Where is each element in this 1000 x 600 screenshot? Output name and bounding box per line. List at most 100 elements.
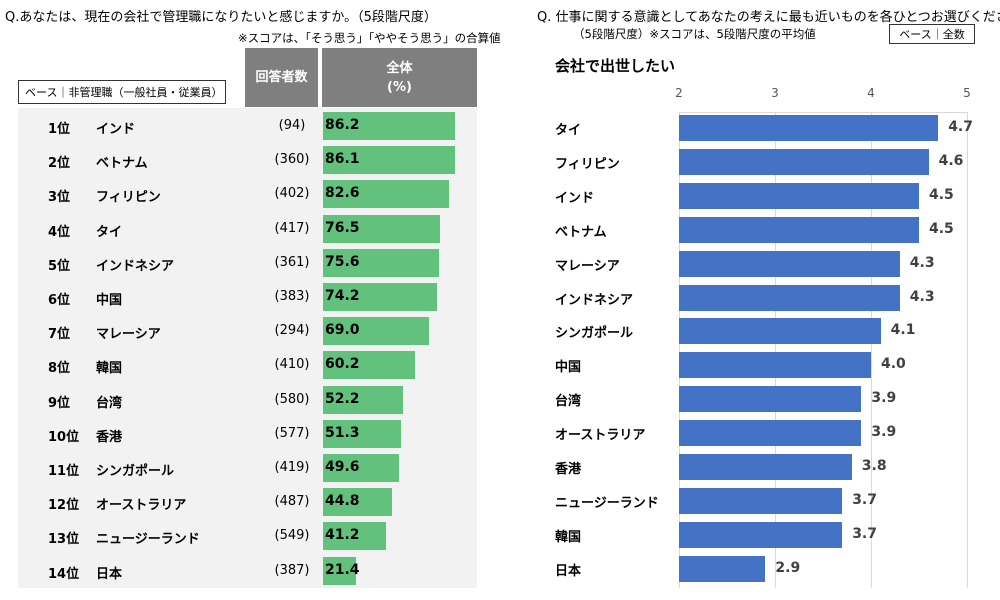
category-label: フィリピン — [555, 156, 620, 172]
bar — [323, 351, 416, 380]
table-row: 7位 マレーシア (294) 69.0 — [18, 314, 477, 348]
table-row: 8位 韓国 (410) 60.2 — [18, 348, 477, 382]
table-row: 11位 シンガポール (419) 49.6 — [18, 451, 477, 485]
respondent-count: (417) — [274, 220, 310, 236]
bar — [323, 214, 441, 243]
bar — [323, 248, 439, 277]
left-question: Q.あなたは、現在の会社で管理職になりたいと感じますか。（5段階尺度） — [5, 10, 437, 25]
country-label: シンガポール — [96, 464, 175, 479]
category-label: オーストラリア — [555, 428, 646, 444]
category-label: 香港 — [555, 462, 582, 477]
gridline — [775, 112, 776, 588]
data-label: 60.2 — [325, 356, 360, 373]
data-label: 44.8 — [325, 493, 360, 510]
respondent-count: (410) — [274, 357, 310, 373]
rank-label: 2位 — [48, 156, 71, 172]
data-label: 41.2 — [325, 527, 360, 544]
table-row: 5位 インドネシア (361) 75.6 — [18, 246, 477, 280]
right-base-label: ベース｜全数 — [889, 24, 975, 44]
x-tick-label: 2 — [675, 86, 683, 100]
bar — [679, 250, 900, 277]
category-label: ニュージーランド — [555, 495, 659, 511]
right-note: （5段階尺度）※スコアは、5段階尺度の平均値 — [573, 27, 816, 41]
category-label: シンガポール — [555, 326, 634, 342]
data-label: 3.9 — [871, 424, 897, 441]
bar — [679, 182, 919, 209]
x-tick-label: 3 — [771, 86, 779, 100]
respondent-count: (360) — [274, 152, 310, 168]
rank-label: 3位 — [48, 190, 71, 206]
table-row: 10位 香港 (577) 51.3 — [18, 417, 477, 451]
chart-subtitle: 会社で出世したい — [555, 57, 676, 75]
rank-label: 11位 — [48, 464, 80, 479]
respondent-count: (549) — [274, 528, 310, 544]
bar — [323, 556, 356, 585]
country-label: オーストラリア — [96, 498, 187, 514]
data-label: 4.5 — [929, 220, 954, 237]
gridline — [871, 112, 872, 588]
left-note: ※スコアは、「そう思う」「ややそう思う」の合算値 — [238, 31, 501, 45]
rank-label: 1位 — [48, 122, 71, 137]
table-row: 2位 ベトナム (360) 86.1 — [18, 143, 477, 177]
bar — [679, 352, 871, 379]
country-label: 台湾 — [96, 395, 123, 411]
table-row: 6位 中国 (383) 74.2 — [18, 280, 477, 314]
data-label: 75.6 — [325, 253, 360, 270]
base-label: ベース｜非管理職（一般社員・従業員） — [18, 80, 226, 104]
rank-label: 4位 — [48, 224, 71, 240]
country-label: タイ — [96, 224, 123, 240]
x-tick-label: 5 — [963, 86, 971, 100]
table-row: 3位 フィリピン (402) 82.6 — [18, 177, 477, 211]
data-label: 86.1 — [325, 151, 360, 168]
respondent-count: (361) — [274, 254, 310, 270]
table-row: 9位 台湾 (580) 52.2 — [18, 383, 477, 417]
table-row: 4位 タイ (417) 76.5 — [18, 212, 477, 246]
x-tick-label: 4 — [867, 86, 875, 100]
country-label: インド — [96, 122, 136, 137]
bar — [679, 284, 900, 311]
bar — [679, 115, 939, 141]
respondent-count: (387) — [274, 562, 310, 578]
country-label: マレーシア — [96, 327, 161, 343]
respondent-count: (419) — [274, 460, 310, 475]
rank-label: 13位 — [48, 532, 80, 548]
bar — [679, 148, 929, 175]
country-label: 韓国 — [96, 361, 123, 377]
category-label: ベトナム — [555, 224, 607, 240]
bar — [323, 317, 429, 346]
gridline — [967, 112, 968, 588]
header-total: 全体 (%) — [322, 48, 477, 107]
bar — [679, 521, 843, 548]
bar — [323, 522, 387, 551]
category-label: マレーシア — [555, 258, 620, 274]
data-label: 3.9 — [871, 390, 897, 407]
bar — [323, 385, 403, 414]
respondent-count: (94) — [278, 118, 306, 133]
country-label: 香港 — [96, 429, 123, 445]
data-label: 82.6 — [325, 185, 360, 202]
data-label: 3.8 — [861, 458, 887, 474]
data-label: 49.6 — [325, 459, 360, 475]
axis-line — [679, 112, 968, 113]
data-label: 4.7 — [948, 119, 973, 135]
respondent-count: (487) — [274, 494, 310, 510]
rank-label: 12位 — [48, 498, 80, 514]
bar — [323, 146, 455, 175]
data-label: 4.3 — [909, 288, 935, 305]
data-label: 3.7 — [852, 525, 877, 542]
category-label: インドネシア — [555, 292, 634, 308]
rank-label: 8位 — [48, 361, 71, 377]
rank-label: 5位 — [48, 258, 71, 274]
table-row: 12位 オーストラリア (487) 44.8 — [18, 485, 477, 519]
category-label: 日本 — [555, 563, 582, 579]
data-label: 3.7 — [852, 491, 877, 508]
category-label: インド — [555, 190, 595, 206]
respondent-count: (580) — [274, 391, 310, 407]
bar — [323, 112, 455, 140]
bar — [679, 318, 881, 345]
rank-label: 9位 — [48, 395, 71, 411]
country-label: フィリピン — [96, 190, 161, 206]
data-label: 2.9 — [775, 559, 801, 576]
bar — [679, 487, 843, 514]
country-label: ニュージーランド — [96, 532, 200, 548]
